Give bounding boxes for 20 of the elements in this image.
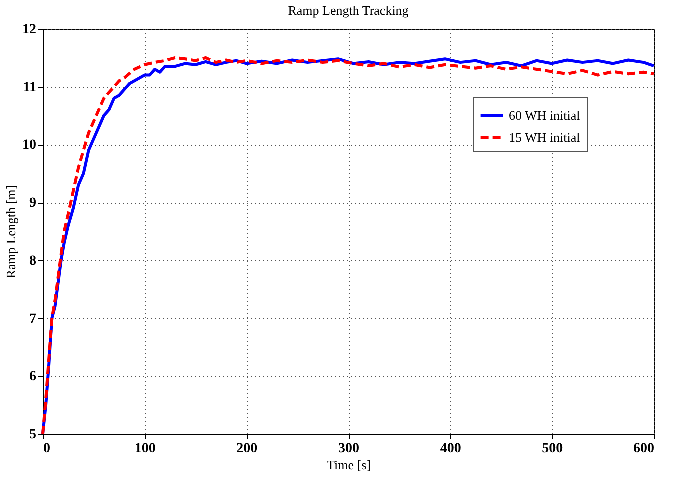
x-tick-label: 300 xyxy=(338,442,360,456)
x-tick-label: 500 xyxy=(542,442,564,456)
x-tick-label: 100 xyxy=(134,442,156,456)
y-tick-label: 5 xyxy=(30,428,36,442)
y-tick-label: 10 xyxy=(22,138,36,154)
x-tick-label: 400 xyxy=(440,442,462,456)
x-tick-label: 200 xyxy=(236,442,258,456)
y-tick-label: 6 xyxy=(30,370,36,385)
legend-label: 15 WH initial xyxy=(509,130,581,145)
chart-title: Ramp Length Tracking xyxy=(288,3,410,18)
legend-label: 60 WH initial xyxy=(509,108,581,123)
y-axis-title: Ramp Length [m] xyxy=(4,185,18,279)
x-tick-label: 600 xyxy=(634,442,654,456)
y-tick-label: 11 xyxy=(23,80,36,96)
x-tick-label: 0 xyxy=(44,442,50,456)
y-tick-label: 7 xyxy=(30,312,36,327)
y-tick-label: 8 xyxy=(30,254,36,269)
y-tick-label: 12 xyxy=(22,22,36,38)
y-tick-label: 9 xyxy=(30,196,36,212)
x-axis-title: Time [s] xyxy=(327,458,371,472)
